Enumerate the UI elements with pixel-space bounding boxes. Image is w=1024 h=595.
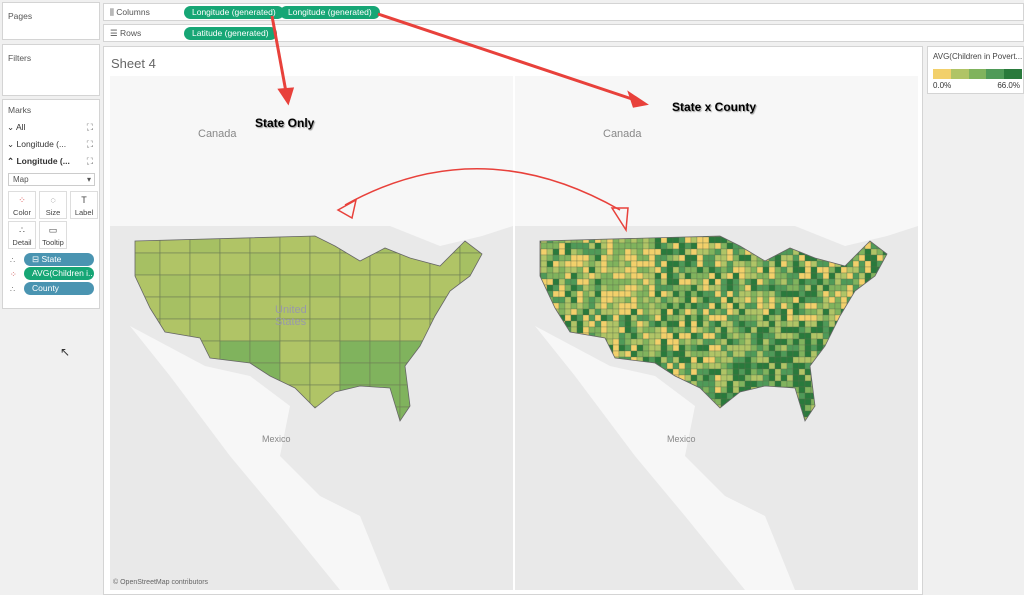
detail-icon: ∴	[10, 256, 16, 265]
label-button[interactable]: T Label	[70, 191, 98, 219]
pages-label: Pages	[8, 11, 33, 21]
size-icon: ◌	[50, 195, 56, 205]
legend-swatch	[1004, 69, 1022, 79]
legend-swatch	[986, 69, 1005, 79]
county-map	[515, 76, 918, 590]
arrowhead	[277, 87, 295, 106]
tooltip-icon: ▭	[48, 225, 58, 235]
map-pane-state[interactable]: Canada Mexico United States © OpenStreet…	[110, 76, 513, 590]
marks-card: Marks ⌄ All ⌄ Longitude (... ⌃ Longitude…	[2, 99, 100, 309]
column-pill-longitude-1[interactable]: Longitude (generated)	[184, 6, 284, 19]
marks-card-longitude-2[interactable]: ⌃ Longitude (...	[7, 156, 70, 166]
detail-icon: ∴	[19, 225, 25, 235]
arrowhead	[610, 207, 629, 233]
sheet-title: Sheet 4	[111, 56, 156, 71]
arrow-to-state-x-county	[377, 12, 636, 102]
legend-min: 0.0%	[933, 81, 952, 90]
color-button[interactable]: ⁘ Color	[8, 191, 36, 219]
marks-card-all[interactable]: ⌄ All	[7, 122, 26, 132]
mexico-label: Mexico	[262, 434, 291, 444]
mexico-land	[535, 326, 795, 590]
map-attribution[interactable]: © OpenStreetMap contributors	[113, 579, 209, 586]
mark-type-dropdown[interactable]: Map ▾	[8, 173, 95, 186]
state-map	[110, 76, 513, 590]
color-icon: ⁘	[10, 270, 17, 279]
arrowhead	[627, 90, 649, 108]
map-icon: ⛶	[86, 156, 93, 166]
detail-button[interactable]: ∴ Detail	[8, 221, 36, 249]
size-button[interactable]: ◌ Size	[39, 191, 67, 219]
annotation-state-only: State Only	[255, 116, 315, 130]
label-icon: T	[81, 195, 87, 205]
mexico-land	[130, 326, 390, 590]
marks-label: Marks	[8, 105, 32, 115]
annotation-state-x-county: State x County	[672, 100, 757, 114]
detail-icon: ∴	[10, 285, 16, 294]
county-field-pill[interactable]: County	[24, 282, 94, 295]
canada-land	[515, 76, 918, 246]
avg-children-field-pill[interactable]: AVG(Children i..	[24, 267, 94, 280]
us-outline	[134, 235, 483, 422]
filters-card[interactable]: Filters	[2, 44, 100, 96]
canada-land	[110, 76, 513, 246]
arrow-to-state-only	[270, 15, 288, 93]
color-legend[interactable]: AVG(Children in Povert... 0.0% 66.0%	[927, 46, 1024, 94]
columns-shelf[interactable]: ⫼ Columns Longitude (generated) Longitud…	[103, 3, 1024, 21]
united-states-label: United States	[275, 304, 307, 328]
filters-label: Filters	[8, 53, 32, 63]
legend-swatch	[968, 69, 987, 79]
color-icon: ⁘	[18, 195, 26, 205]
chevron-down-icon: ▾	[86, 175, 91, 184]
mouse-cursor: ↖	[60, 345, 71, 359]
rows-label: ☰ Rows	[110, 28, 142, 38]
us-outline	[539, 235, 888, 422]
column-pill-longitude-2[interactable]: Longitude (generated)	[280, 6, 380, 19]
columns-label: ⫼ Columns	[110, 7, 150, 17]
legend-title: AVG(Children in Povert...	[933, 52, 1023, 61]
canada-label: Canada	[198, 128, 237, 140]
rows-shelf[interactable]: ☰ Rows Latitude (generated)	[103, 24, 1024, 42]
curved-arrow	[344, 168, 621, 211]
legend-swatch	[950, 69, 969, 79]
mexico-label: Mexico	[667, 434, 696, 444]
tooltip-button[interactable]: ▭ Tooltip	[39, 221, 67, 249]
pages-card: Pages	[2, 2, 100, 40]
arrowhead	[336, 198, 358, 220]
legend-swatch	[933, 69, 951, 79]
map-icon: ⛶	[86, 139, 93, 149]
map-pane-county[interactable]: Canada Mexico	[515, 76, 918, 590]
legend-max: 66.0%	[997, 81, 1020, 90]
row-pill-latitude[interactable]: Latitude (generated)	[184, 27, 277, 40]
state-field-pill[interactable]: ⊟ State	[24, 253, 94, 266]
canada-label: Canada	[603, 128, 642, 140]
legend-color-ramp	[933, 69, 1022, 79]
marks-card-longitude-1[interactable]: ⌄ Longitude (...	[7, 139, 67, 149]
map-icon: ⛶	[86, 122, 93, 132]
